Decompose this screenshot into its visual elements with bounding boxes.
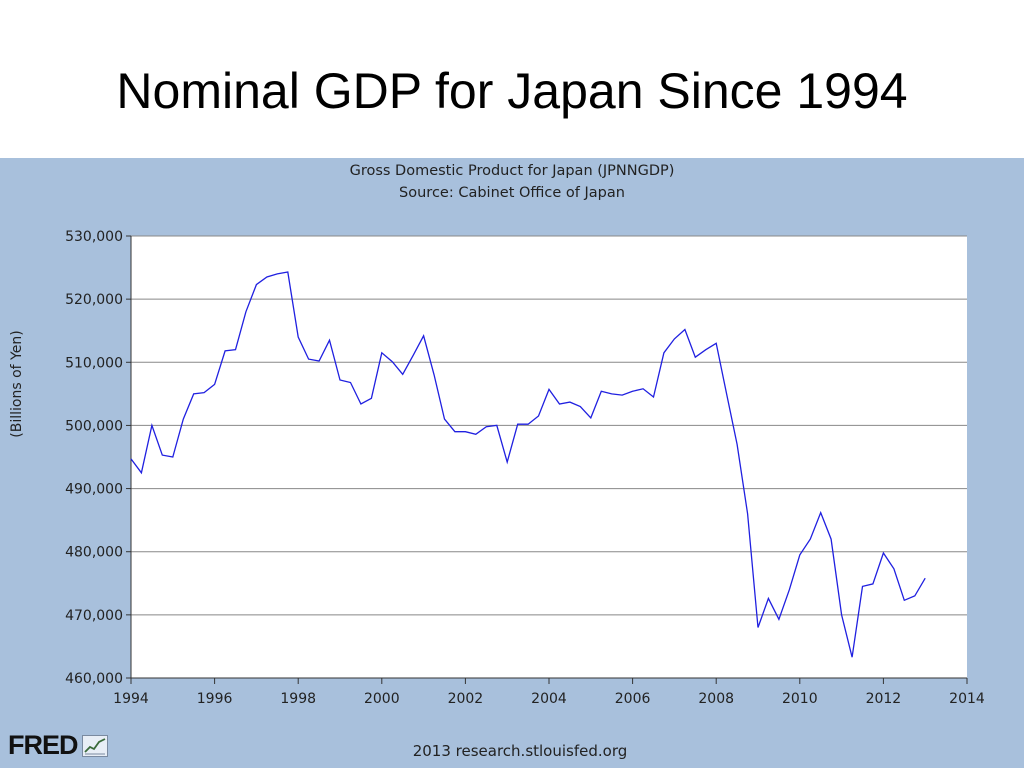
y-axis-label: (Billions of Yen)	[9, 330, 25, 438]
chart-title: Gross Domestic Product for Japan (JPNNGD…	[349, 163, 675, 179]
y-tick-label: 520,000	[65, 292, 123, 308]
y-tick-labels: 460,000 470,000 480,000 490,000 500,000 510,0…	[65, 229, 123, 687]
x-tick-label: 2006	[615, 691, 651, 707]
y-tick-label: 530,000	[65, 229, 123, 245]
data-points	[130, 271, 926, 658]
x-tick-labels: 1994 1996 1998 2000 2002 2004 2006 2008 2010 2012…	[113, 691, 985, 707]
chart-icon	[81, 734, 108, 757]
fred-logo-text: FRED	[8, 730, 78, 760]
x-tick-label: 1998	[280, 691, 316, 707]
x-tick-label: 2008	[698, 691, 734, 707]
series-line-jpnngdp	[130, 271, 926, 658]
slide-title: Nominal GDP for Japan Since 1994	[116, 63, 908, 119]
chart-subtitle: Source: Cabinet Office of Japan	[399, 185, 625, 201]
footer-source: 2013 research.stlouisfed.org	[412, 742, 628, 760]
y-tick-label: 500,000	[65, 418, 123, 434]
x-tick-label: 2012	[866, 691, 902, 707]
y-tick-label: 490,000	[65, 482, 123, 498]
x-tick-label: 2014	[949, 691, 985, 707]
axes	[130, 236, 968, 684]
y-tick-label: 480,000	[65, 545, 123, 561]
plot-area	[131, 236, 967, 678]
x-tick-label: 1996	[197, 691, 233, 707]
x-tick-label: 2002	[448, 691, 484, 707]
y-tick-label: 510,000	[65, 355, 123, 371]
x-tick-label: 2010	[782, 691, 818, 707]
fred-logo: FRED	[8, 730, 108, 761]
y-tick-label: 460,000	[65, 671, 123, 687]
x-tick-label: 2004	[531, 691, 567, 707]
gridlines	[126, 235, 967, 679]
x-tick-label: 2000	[364, 691, 400, 707]
y-tick-label: 470,000	[65, 608, 123, 624]
x-tick-label: 1994	[113, 691, 149, 707]
